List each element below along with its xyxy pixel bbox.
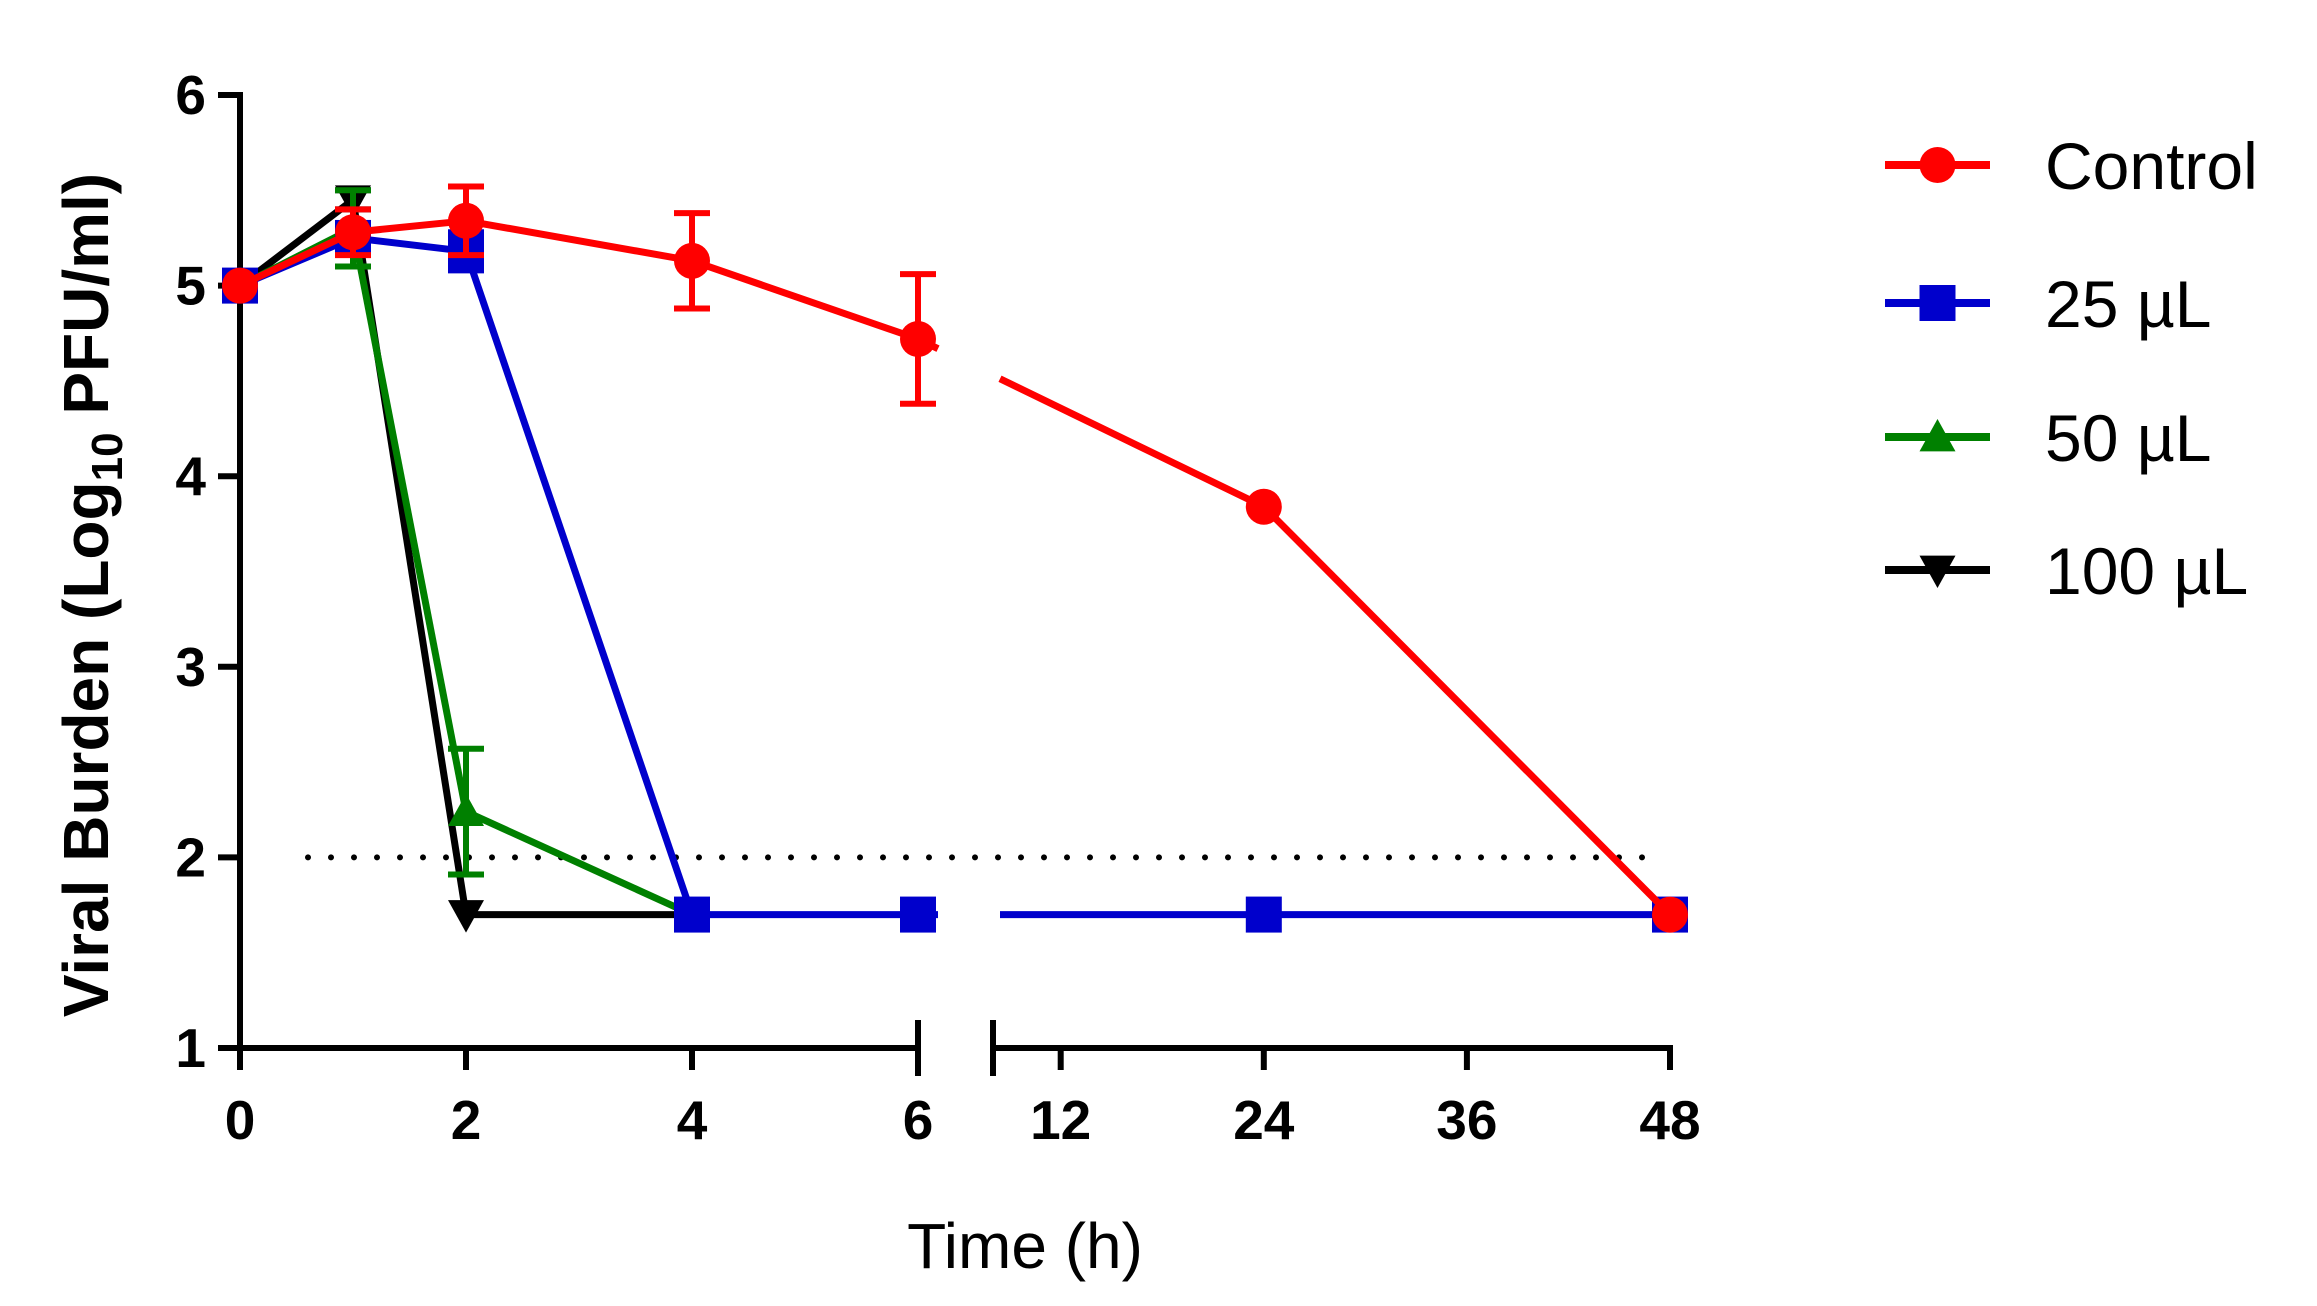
legend-item: 25 µL — [1885, 267, 2211, 341]
y-tick-label: 5 — [175, 255, 206, 317]
series-line-segment — [352, 217, 467, 236]
y-axis-title-suffix: PFU/ml) — [50, 173, 122, 433]
series-line-segment — [465, 217, 693, 265]
data-point — [1245, 896, 1282, 933]
series-line-segment — [237, 197, 356, 289]
data-point — [222, 267, 258, 304]
legend: Control 25 µL 50 µL 100 µL — [1885, 129, 2258, 608]
series-line-segment — [998, 375, 1266, 510]
data-point — [448, 793, 484, 827]
legend-swatch-marker — [1919, 285, 1956, 321]
y-axis-title: Viral Burden (Log10 PFU/ml) — [50, 173, 132, 1017]
x-axis-title: Time (h) — [907, 1210, 1143, 1282]
series-line-segment — [352, 234, 467, 255]
y-axis-title-prefix: Viral Burden (Log — [50, 481, 122, 1017]
series-line-segment — [238, 229, 355, 289]
data-point — [900, 320, 936, 357]
series-50-uL — [222, 187, 710, 929]
series-line-segment — [690, 257, 920, 343]
series-25-uL — [222, 219, 1688, 933]
legend-swatch-marker — [1919, 419, 1956, 452]
series-line-segment — [1261, 504, 1673, 918]
x-tick-label: 2 — [451, 1089, 482, 1151]
x-tick-label: 6 — [903, 1089, 934, 1151]
data-point — [335, 214, 371, 251]
legend-label: 25 µL — [2045, 267, 2211, 341]
legend-label: 50 µL — [2045, 401, 2211, 475]
legend-label: 100 µL — [2045, 534, 2248, 608]
legend-item: 50 µL — [1885, 401, 2211, 475]
data-point — [674, 242, 710, 279]
y-tick-label: 6 — [175, 64, 206, 126]
series-line-segment — [464, 808, 694, 918]
data-point — [1652, 896, 1688, 933]
legend-item: Control — [1885, 129, 2258, 203]
x-tick-label: 24 — [1233, 1089, 1295, 1151]
x-tick-label: 12 — [1030, 1089, 1091, 1151]
y-tick-label: 4 — [175, 445, 206, 507]
data-point — [448, 202, 484, 239]
x-tick-label: 0 — [225, 1089, 256, 1151]
y-tick-label: 2 — [175, 826, 206, 888]
series-layer — [222, 183, 1688, 933]
y-tick-label: 1 — [175, 1017, 206, 1079]
data-point — [674, 896, 710, 933]
y-axis-title-subscript: 10 — [83, 432, 132, 481]
series-Control — [222, 183, 1688, 933]
x-tick-label: 4 — [677, 1089, 708, 1151]
series-line-segment — [462, 250, 696, 916]
legend-swatch-marker — [1919, 555, 1956, 588]
data-point — [1245, 488, 1282, 525]
series-line-segment — [349, 227, 470, 813]
y-tick-label: 3 — [175, 636, 206, 698]
x-tick-label: 48 — [1639, 1089, 1700, 1151]
data-point — [448, 900, 484, 933]
legend-item: 100 µL — [1885, 534, 2248, 608]
legend-swatch-marker — [1919, 147, 1956, 183]
x-tick-label: 36 — [1436, 1089, 1497, 1151]
legend-label: Control — [2045, 129, 2258, 203]
data-point — [900, 896, 936, 933]
